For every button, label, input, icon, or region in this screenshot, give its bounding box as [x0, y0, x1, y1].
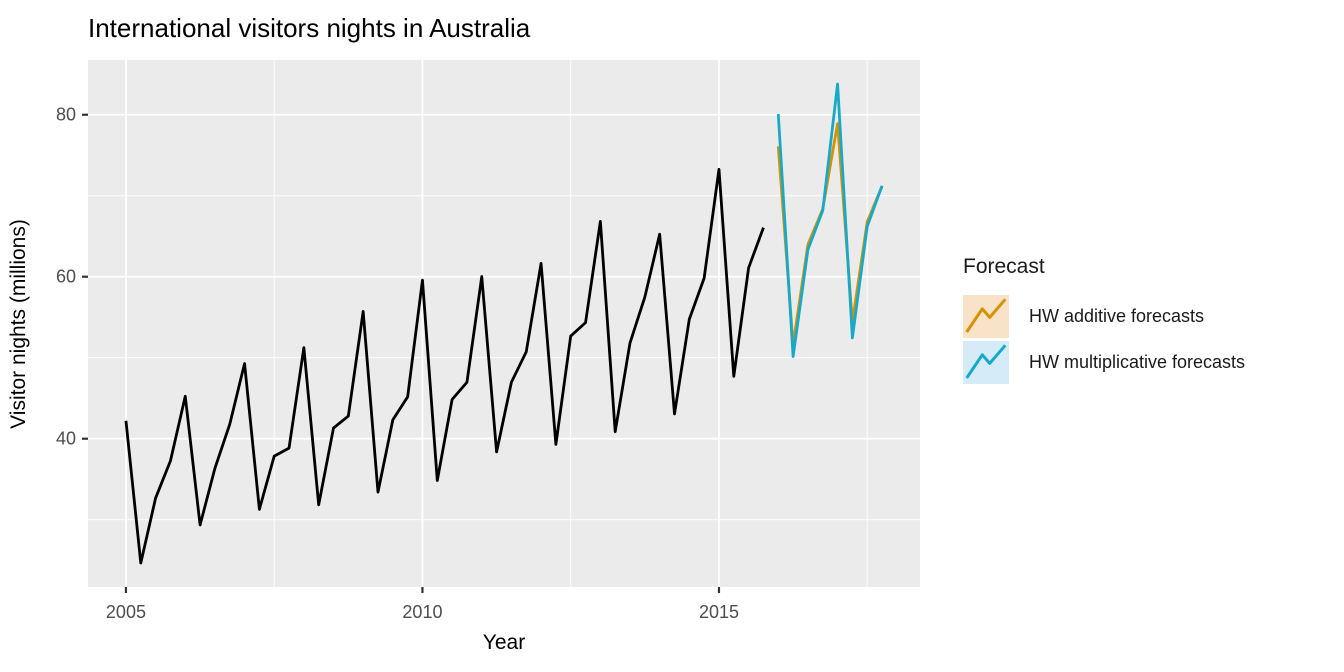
x-axis-title: Year	[483, 631, 525, 654]
forecast-line-icon	[963, 295, 1009, 338]
x-tick-label: 2010	[402, 602, 442, 622]
y-tick-label: 40	[56, 429, 76, 449]
forecast-line-icon	[963, 341, 1009, 384]
series-observed	[124, 167, 765, 565]
legend-label: HW multiplicative forecasts	[1029, 352, 1246, 372]
legend-label: HW additive forecasts	[1029, 306, 1205, 326]
x-tick-label: 2015	[699, 602, 739, 622]
plot-panel: 2005 2010 2015 40 60 80	[56, 60, 920, 622]
y-axis-title: Visitor nights (millions)	[7, 219, 30, 429]
x-tick-label: 2005	[106, 602, 146, 622]
legend-title: Forecast	[963, 255, 1045, 278]
chart-title: International visitors nights in Austral…	[88, 13, 531, 43]
legend-item-additive: HW additive forecasts	[963, 295, 1245, 338]
y-tick-label: 60	[56, 267, 76, 287]
y-tick-label: 80	[56, 105, 76, 125]
legend-item-multiplicative: HW multiplicative forecasts	[963, 341, 1245, 384]
legend: Forecast HW additive forecasts HW multip…	[963, 255, 1245, 387]
series-hw-multiplicative-forecasts	[776, 82, 884, 358]
